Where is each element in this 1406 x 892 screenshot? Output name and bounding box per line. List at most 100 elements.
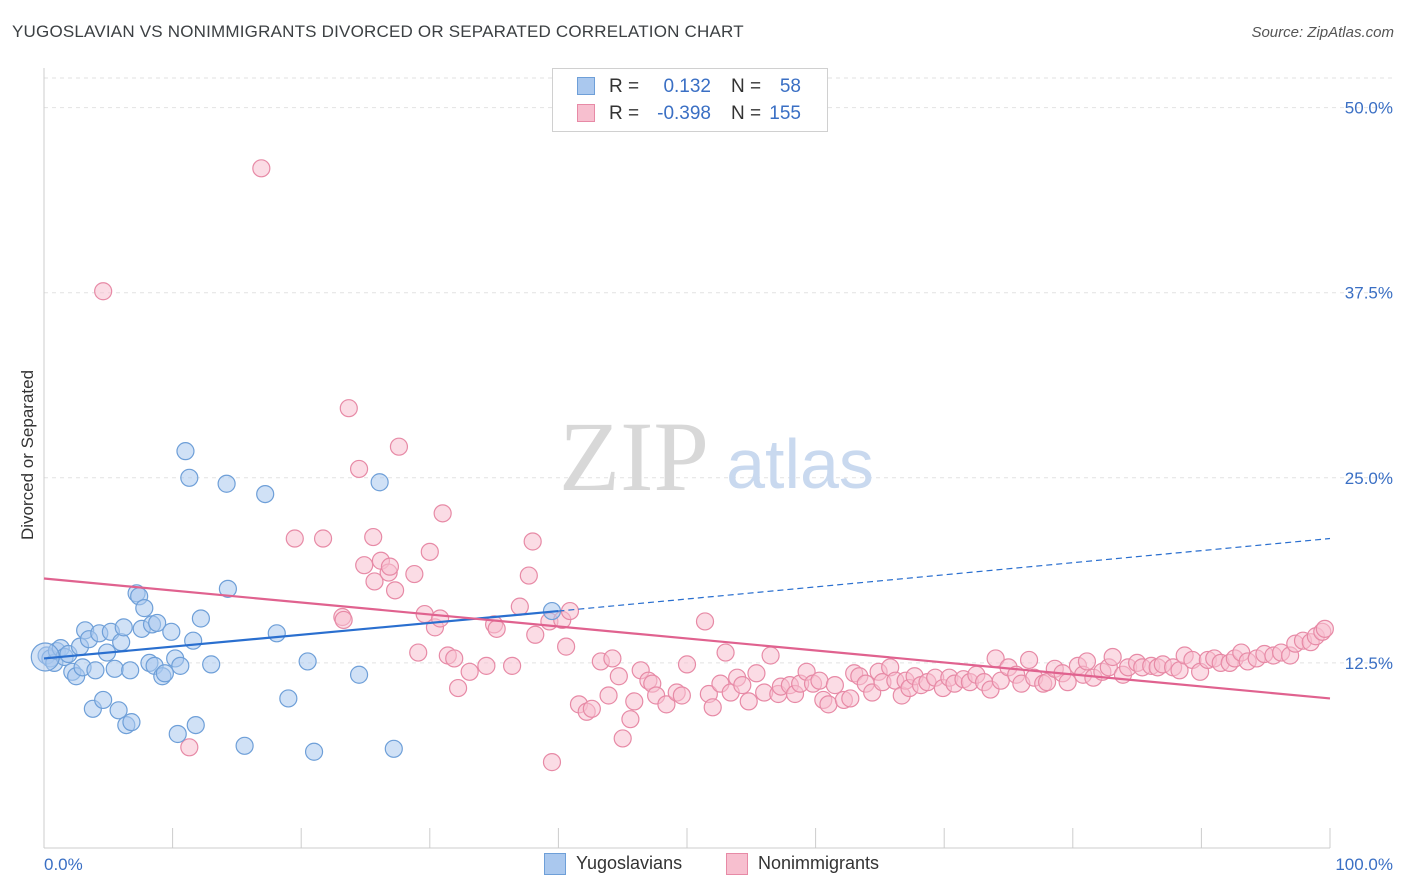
legend-label: Nonimmigrants	[758, 853, 880, 873]
yugoslavians-point	[217, 474, 236, 493]
watermark: ZIP atlas	[559, 401, 874, 512]
nonimmigrants-point	[460, 662, 479, 681]
nonimmigrants-point	[819, 695, 838, 714]
x-tick-label-min: 0.0%	[44, 855, 83, 874]
yugoslavians-point	[112, 633, 131, 652]
n-value: 58	[779, 76, 801, 97]
y-tick-label: 50.0%	[1345, 99, 1393, 118]
nonimmigrants-point	[380, 557, 400, 576]
y-tick-label: 12.5%	[1345, 654, 1393, 673]
r-value: 0.132	[663, 76, 711, 97]
r-label: R =	[609, 103, 640, 124]
y-tick-label: 37.5%	[1345, 284, 1393, 303]
yugoslavians-point	[135, 599, 154, 618]
y-tick-label: 25.0%	[1345, 469, 1393, 488]
nonimmigrants-point	[1037, 673, 1057, 692]
yugoslavians-point	[121, 661, 140, 680]
nonimmigrants-point	[1315, 619, 1334, 638]
nonimmigrants-point	[703, 698, 722, 717]
nonimmigrants-point	[409, 643, 428, 662]
yugoslavians-point	[105, 659, 124, 678]
nonimmigrants-point	[825, 676, 844, 695]
yugoslavians-point	[114, 618, 133, 637]
yugoslavians-point	[162, 622, 181, 641]
r-label: R =	[609, 76, 640, 97]
yugoslavians-point	[186, 715, 205, 735]
yugoslavians-point	[184, 631, 203, 650]
trend-layer	[43, 537, 1331, 700]
stats-row-yugoslavians: R = 0.132 N = 58	[553, 74, 827, 100]
yugoslavians-point	[370, 473, 389, 492]
yugoslavians-swatch	[577, 77, 595, 95]
yugoslavians-point	[109, 701, 128, 720]
yugoslavians-point	[202, 655, 221, 674]
nonimmigrants-point	[448, 678, 468, 698]
nonimmigrants-point	[1019, 650, 1039, 670]
tick-label-layer: 12.5% 25.0% 37.5% 50.0% 0.0% 100.0%	[44, 99, 1393, 874]
yugoslavians-point	[180, 468, 199, 487]
yugoslavians-trendline-extension	[558, 537, 1331, 612]
nonimmigrants-point	[526, 625, 545, 644]
y-axis-label: Divorced or Separated	[18, 369, 37, 541]
yugoslavians-point	[218, 579, 237, 598]
nonimmigrants-point	[542, 753, 562, 772]
yugoslavians-point	[171, 656, 190, 675]
nonimmigrants-point	[364, 527, 383, 547]
nonimmigrants-point	[385, 581, 405, 600]
nonimmigrants-point	[761, 646, 780, 665]
n-label: N =	[731, 103, 762, 124]
nonimmigrants-point	[657, 695, 676, 714]
grid-layer	[44, 77, 1394, 664]
nonimmigrants-point	[1103, 647, 1122, 667]
yugoslavians-point	[148, 613, 167, 633]
yugoslavians-point	[122, 713, 141, 732]
nonimmigrants-legend-swatch	[726, 853, 748, 875]
yugoslavians-point	[267, 624, 286, 643]
nonimmigrants-point	[420, 542, 439, 561]
nonimmigrants-point	[430, 609, 450, 628]
axis-layer	[43, 68, 1331, 849]
nonimmigrants-point	[841, 689, 860, 708]
legend-label: Yugoslavians	[576, 853, 683, 873]
nonimmigrants-point	[747, 664, 766, 683]
nonimmigrants-point	[433, 504, 452, 523]
source-label: Source: ZipAtlas.com	[1251, 24, 1394, 41]
nonimmigrants-swatch	[577, 104, 595, 122]
nonimmigrants-point	[487, 619, 506, 638]
nonimmigrants-point	[365, 572, 384, 591]
nonimmigrants-point	[285, 529, 304, 548]
nonimmigrants-point	[739, 692, 758, 711]
nonimmigrants-point	[810, 671, 829, 690]
stats-legend: R = 0.132 N = 58 R = -0.398 N = 155	[552, 68, 828, 132]
nonimmigrants-trendline	[43, 577, 1331, 700]
yugoslavians-point	[298, 652, 317, 671]
nonimmigrants-point	[582, 699, 601, 718]
nonimmigrants-point	[523, 532, 542, 551]
nonimmigrants-point	[510, 597, 529, 616]
nonimmigrants-point	[180, 738, 199, 757]
yugoslavians-point	[155, 664, 174, 683]
stats-row-nonimmigrants: R = -0.398 N = 155	[553, 101, 827, 127]
yugoslavians-point	[94, 690, 113, 710]
yugoslavians-point	[256, 484, 275, 504]
yugoslavians-point	[349, 665, 369, 684]
nonimmigrants-point	[695, 612, 715, 631]
yugoslavians-legend-swatch	[544, 853, 566, 875]
nonimmigrants-point	[613, 729, 632, 748]
nonimmigrants-point	[621, 710, 640, 729]
nonimmigrants-point	[313, 529, 333, 548]
nonimmigrants-point	[1058, 673, 1077, 692]
nonimmigrants-point	[733, 676, 752, 695]
n-value: 155	[769, 103, 801, 124]
nonimmigrants-point	[625, 692, 644, 711]
nonimmigrants-point	[445, 649, 464, 668]
watermark-zip: ZIP	[559, 401, 709, 512]
nonimmigrants-point	[599, 686, 618, 705]
points-layer	[30, 159, 1334, 772]
nonimmigrants-point	[677, 655, 697, 674]
nonimmigrants-point	[519, 566, 538, 585]
nonimmigrants-point	[991, 671, 1010, 690]
nonimmigrants-point	[389, 437, 409, 456]
nonimmigrants-point	[94, 282, 113, 301]
